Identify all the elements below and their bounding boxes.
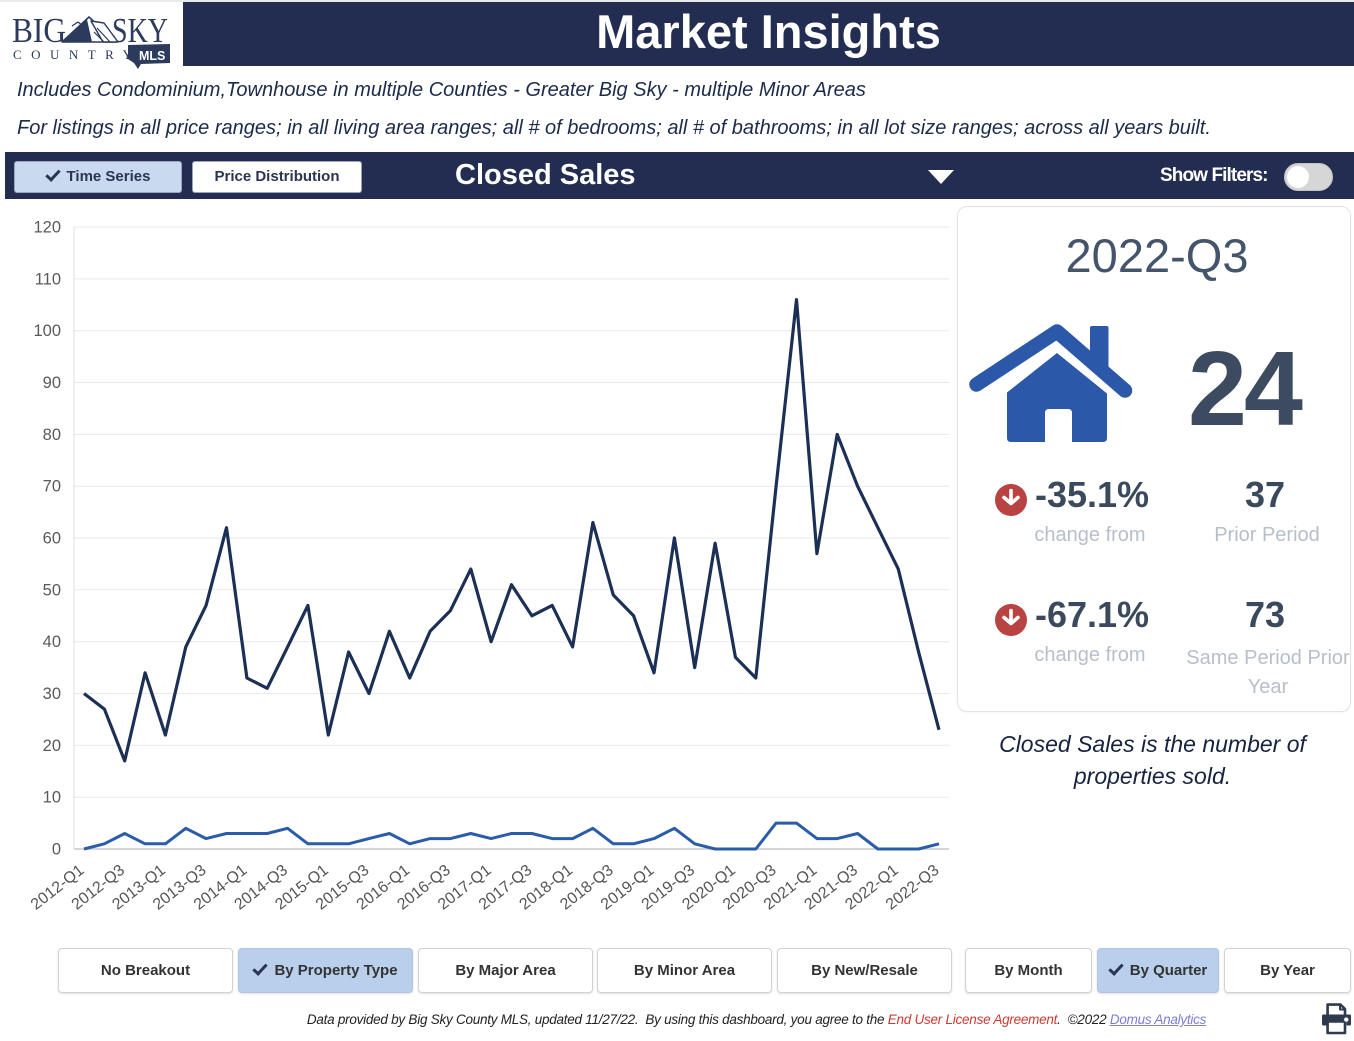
svg-text:70: 70 <box>43 478 61 496</box>
svg-text:50: 50 <box>43 581 61 599</box>
svg-text:110: 110 <box>35 270 61 288</box>
svg-text:SKY: SKY <box>112 11 168 50</box>
svg-text:MLS: MLS <box>139 49 165 63</box>
svg-text:80: 80 <box>43 426 61 444</box>
svg-text:120: 120 <box>33 219 61 237</box>
svg-text:20: 20 <box>43 737 61 755</box>
svg-text:0: 0 <box>52 841 61 859</box>
svg-text:90: 90 <box>43 374 61 392</box>
svg-text:60: 60 <box>43 530 61 548</box>
svg-text:100: 100 <box>33 322 61 340</box>
svg-text:10: 10 <box>43 789 61 807</box>
svg-text:30: 30 <box>43 685 61 703</box>
svg-text:40: 40 <box>43 633 61 651</box>
svg-text:BIG: BIG <box>12 11 66 50</box>
